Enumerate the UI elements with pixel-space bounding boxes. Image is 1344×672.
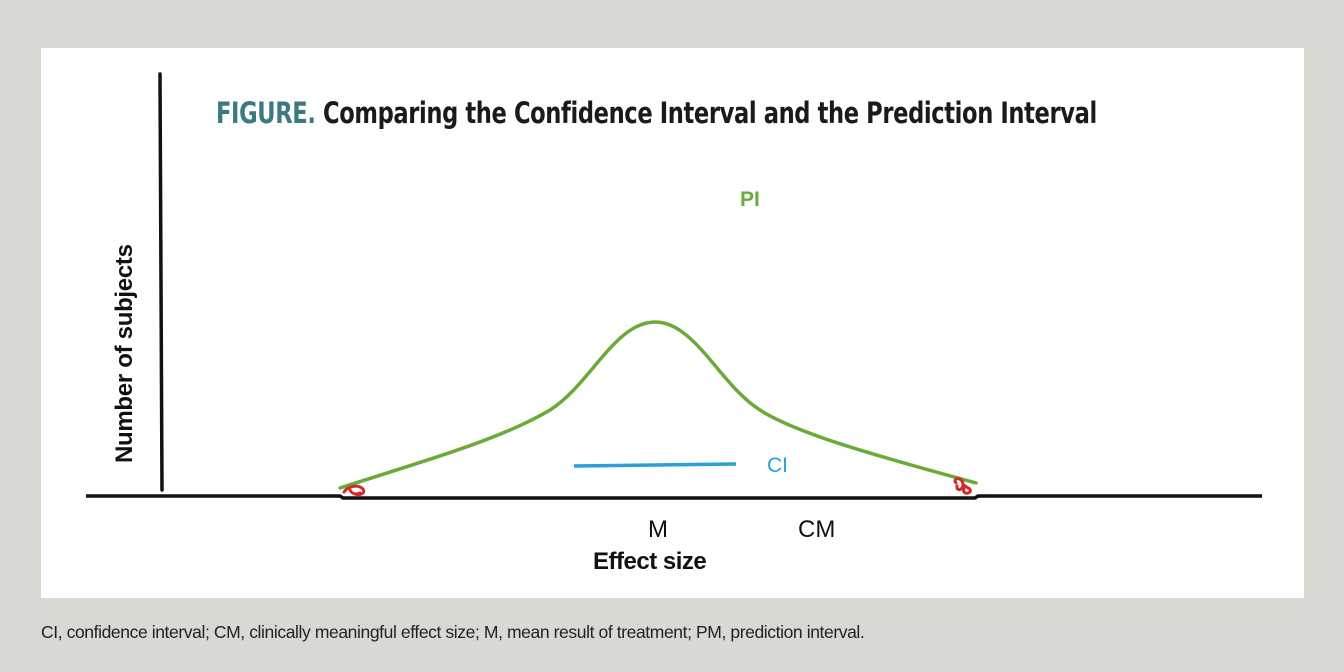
- mean-label: M: [648, 516, 668, 543]
- figure-label: FIGURE.: [216, 96, 316, 130]
- x-axis: [86, 494, 1262, 500]
- left-tail-mark: [342, 484, 366, 497]
- pi-label: PI: [740, 188, 760, 211]
- ci-label: CI: [767, 454, 788, 477]
- figure-caption: CI, confidence interval; CM, clinically …: [41, 622, 865, 642]
- figure-panel: [41, 48, 1304, 598]
- pi-curve: [338, 320, 978, 490]
- cm-label: CM: [798, 516, 835, 543]
- right-tail-mark: [953, 477, 972, 495]
- y-axis: [158, 72, 164, 492]
- ci-line: [573, 462, 737, 468]
- x-axis-label: Effect size: [593, 548, 706, 575]
- figure-title: FIGURE. Comparing the Confidence Interva…: [216, 96, 1097, 130]
- y-axis-label: Number of subjects: [111, 244, 138, 463]
- figure-title-text: Comparing the Confidence Interval and th…: [323, 96, 1097, 130]
